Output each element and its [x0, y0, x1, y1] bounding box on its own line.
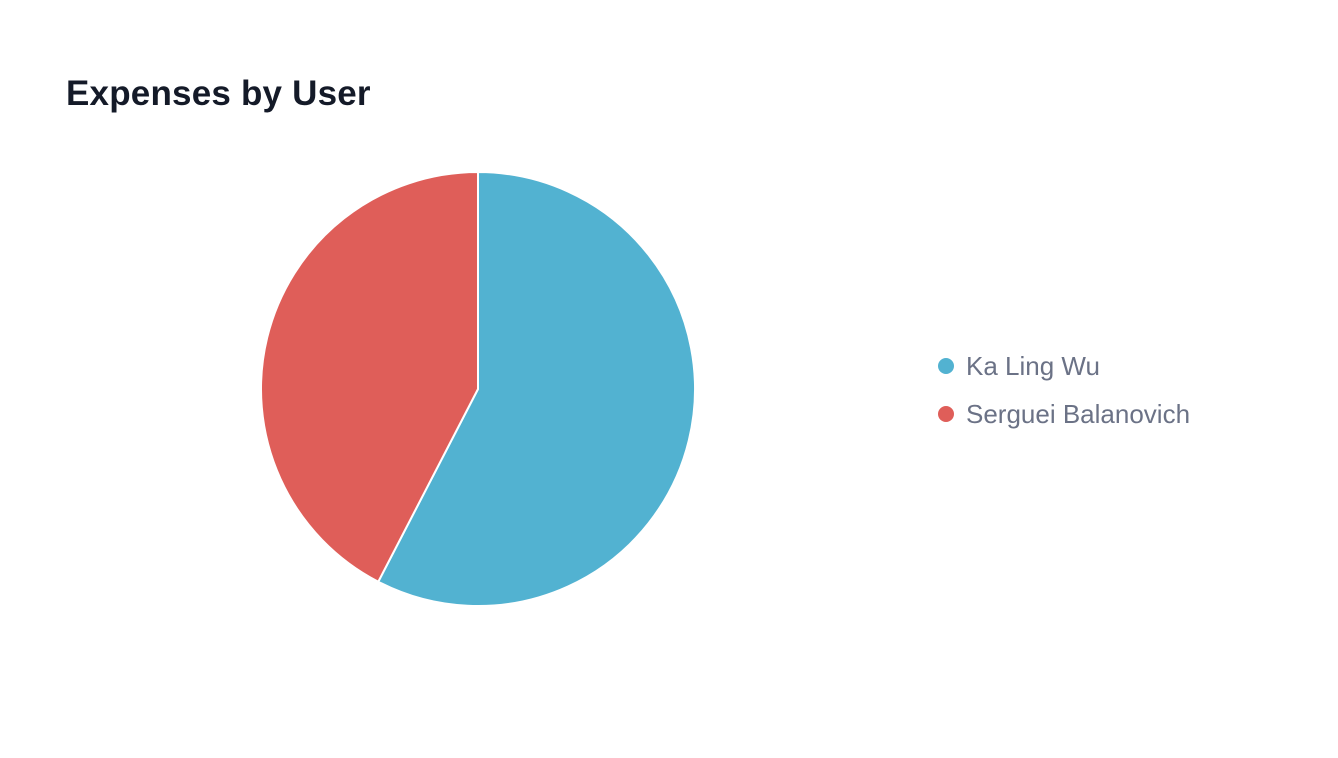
chart-title: Expenses by User — [66, 74, 371, 113]
legend-label: Ka Ling Wu — [966, 350, 1100, 381]
pie-slices — [260, 171, 696, 607]
legend-swatch-ka-ling-wu — [938, 358, 954, 374]
legend-item-serguei-balanovich[interactable]: Serguei Balanovich — [938, 397, 1190, 431]
legend-item-ka-ling-wu[interactable]: Ka Ling Wu — [938, 349, 1190, 383]
pie-slice-ka-ling-wu[interactable] — [377, 171, 696, 607]
chart-legend: Ka Ling Wu Serguei Balanovich — [938, 349, 1190, 431]
pie-slice-serguei-balanovich[interactable] — [260, 171, 479, 583]
legend-swatch-serguei-balanovich — [938, 406, 954, 422]
legend-label: Serguei Balanovich — [966, 398, 1191, 429]
